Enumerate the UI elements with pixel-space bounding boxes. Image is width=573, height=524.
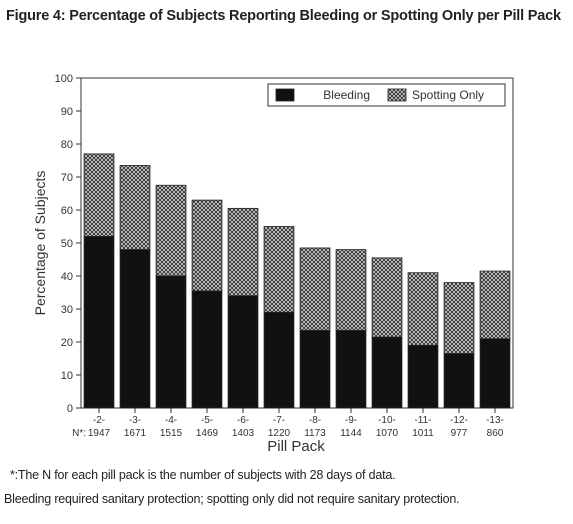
- bar-bleeding: [407, 344, 439, 409]
- x-tick-label: -3-: [129, 415, 141, 426]
- legend-box: [267, 83, 506, 107]
- x-tick-label: -11-: [414, 415, 431, 426]
- x-tick-label: -9-: [345, 415, 357, 426]
- n-value-label: 1947: [88, 428, 111, 439]
- bar-spotting-only: [407, 272, 439, 346]
- y-tick-label: 60: [61, 205, 73, 217]
- bar-bleeding: [479, 338, 511, 409]
- y-axis: 0 10 20 30 40 50 60 70 80 90 100: [55, 73, 81, 415]
- bar-bleeding: [263, 311, 295, 409]
- n-value-label: 977: [451, 428, 468, 439]
- bar-spotting-only: [227, 207, 259, 297]
- n-value-label: 1220: [268, 428, 291, 439]
- y-tick-label: 70: [61, 172, 73, 184]
- y-tick-label: 0: [67, 403, 73, 415]
- bar-spotting-only: [443, 282, 475, 354]
- n-value-label: 1070: [376, 428, 399, 439]
- bar-spotting-only: [299, 247, 331, 331]
- x-tick-label: -6-: [237, 415, 249, 426]
- bar-spotting-only: [263, 226, 295, 313]
- n-value-label: 1671: [124, 428, 147, 439]
- y-tick-label: 80: [61, 139, 73, 151]
- y-tick-label: 20: [61, 337, 73, 349]
- x-tick-label: -5-: [201, 415, 213, 426]
- n-value-label: 1403: [232, 428, 255, 439]
- bar-bleeding: [119, 249, 151, 409]
- bar-spotting-only: [119, 165, 151, 250]
- n-value-label: 1011: [412, 428, 434, 439]
- n-value-label: 1173: [304, 428, 326, 439]
- legend-swatch-bleeding: [275, 88, 295, 102]
- y-tick-label: 100: [55, 73, 73, 85]
- x-tick-label: -12-: [450, 415, 468, 426]
- figure-title: Figure 4: Percentage of Subjects Reporti…: [6, 8, 561, 24]
- y-tick-label: 10: [61, 370, 73, 382]
- n-value-label: 1515: [160, 428, 183, 439]
- x-tick-label: -10-: [378, 415, 396, 426]
- x-axis-label: Pill Pack: [267, 438, 325, 455]
- bar-bleeding: [335, 330, 367, 409]
- legend-label-spotting-only: Spotting Only: [412, 88, 484, 102]
- y-tick-label: 40: [61, 271, 73, 283]
- n-value-label: 860: [487, 428, 504, 439]
- y-tick-label: 50: [61, 238, 73, 250]
- n-value-label: 1469: [196, 428, 219, 439]
- x-tick-label: -4-: [165, 415, 177, 426]
- bar-bleeding: [83, 235, 115, 409]
- bar-bleeding: [227, 295, 259, 409]
- bar-bleeding: [371, 336, 403, 409]
- x-tick-label: -13-: [486, 415, 504, 426]
- x-tick-label: -2-: [93, 415, 105, 426]
- footnote-n-definition: *:The N for each pill pack is the number…: [10, 468, 396, 482]
- bar-bleeding: [443, 353, 475, 409]
- bar-spotting-only: [191, 199, 223, 292]
- legend-swatch-spotting-only: [387, 88, 407, 102]
- bars: [83, 153, 511, 409]
- legend-label-bleeding: Bleeding: [323, 88, 370, 102]
- bar-spotting-only: [83, 153, 115, 237]
- x-axis: -2- 1947 -3- 1671 -4- 1515 -5- 1469 -6- 1403 -7- 12…: [72, 408, 504, 439]
- footnote-bleeding-definition: Bleeding required sanitary protection; s…: [4, 492, 460, 506]
- bar-bleeding: [191, 290, 223, 409]
- n-value-label: 1144: [340, 428, 362, 439]
- bar-spotting-only: [371, 257, 403, 338]
- bar-spotting-only: [155, 184, 187, 277]
- y-tick-label: 30: [61, 304, 73, 316]
- chart-legend: Bleeding Spotting Only: [267, 83, 506, 107]
- bar-bleeding: [155, 275, 187, 409]
- y-tick-label: 90: [61, 106, 73, 118]
- y-axis-label: Percentage of Subjects: [32, 171, 48, 316]
- bar-spotting-only: [335, 249, 367, 331]
- x-tick-label: -7-: [273, 415, 285, 426]
- n-row-label: N*:: [72, 428, 86, 439]
- bar-spotting-only: [479, 270, 511, 340]
- x-tick-label: -8-: [309, 415, 321, 426]
- bar-bleeding: [299, 330, 331, 409]
